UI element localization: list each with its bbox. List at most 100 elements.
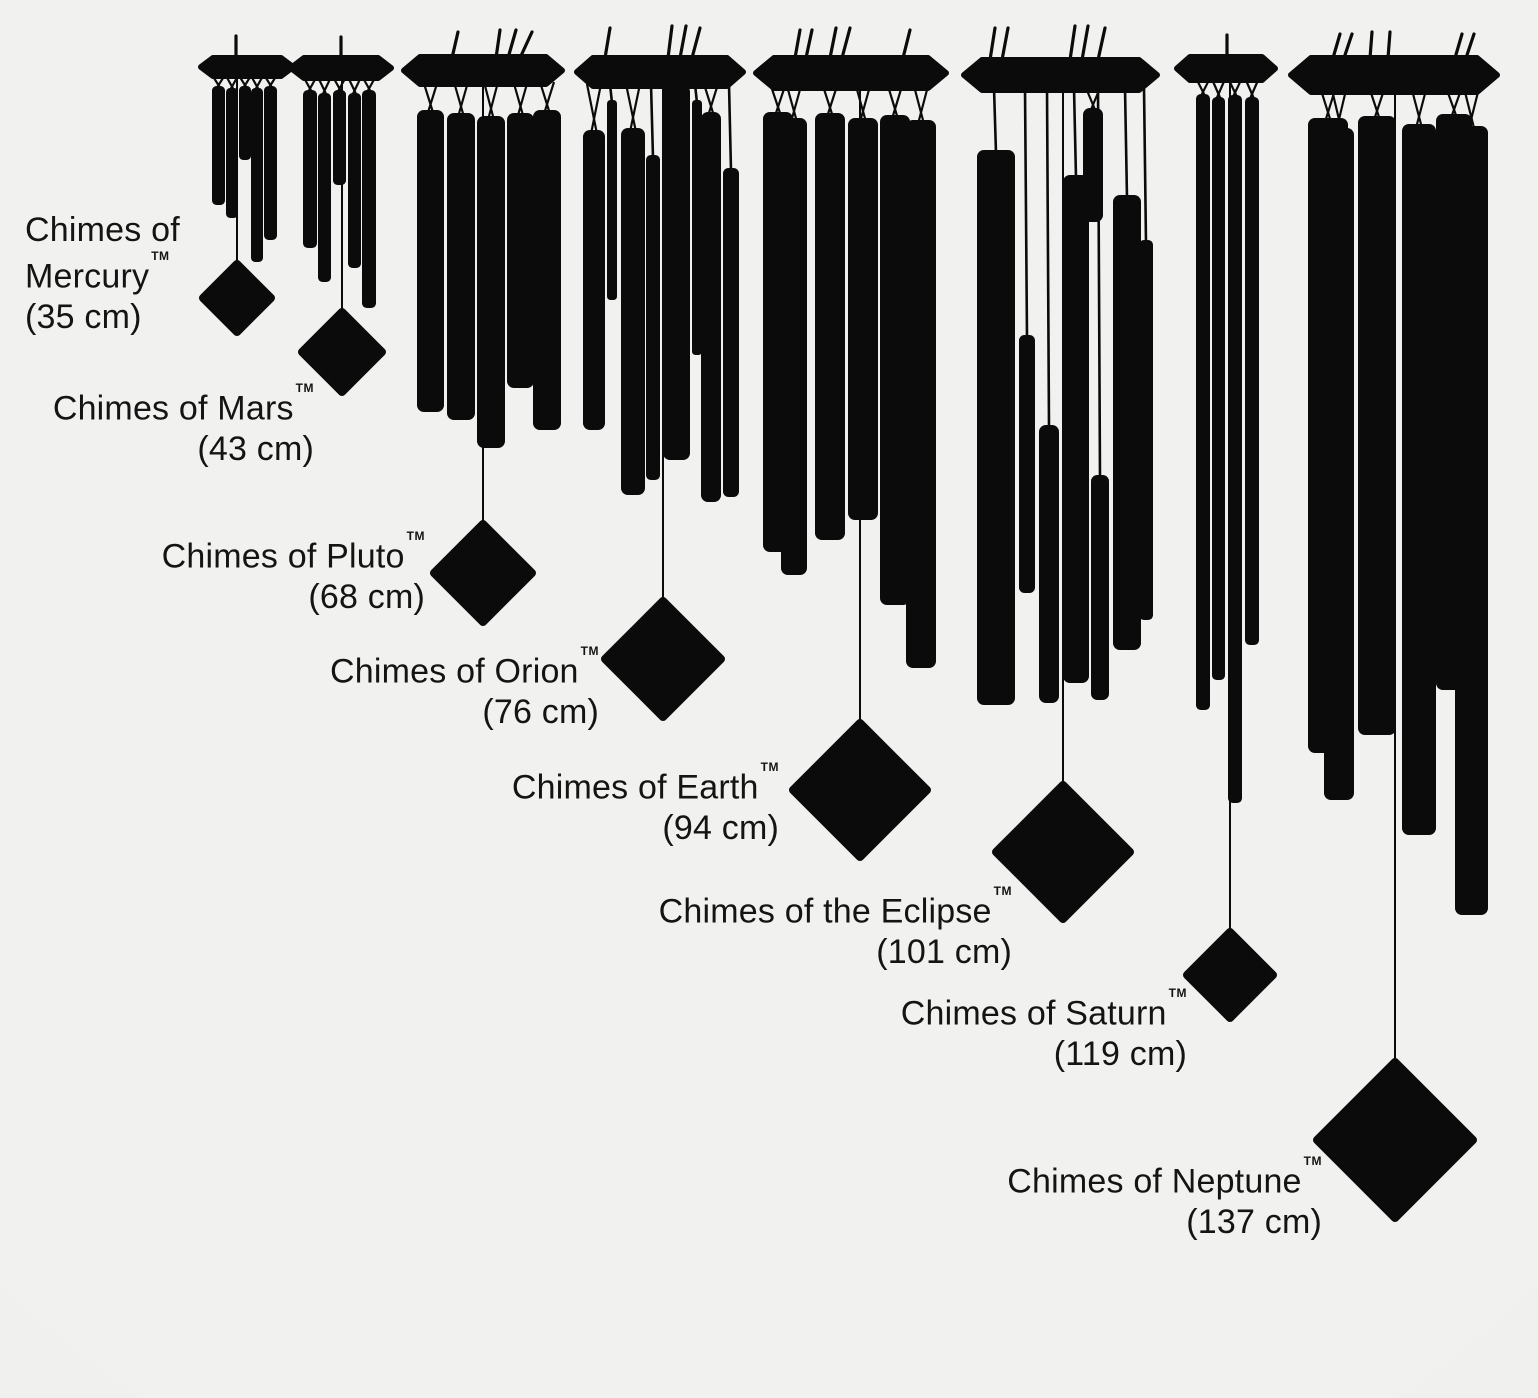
chime-name: Chimes of OrionTM — [330, 644, 599, 691]
chime-tube — [701, 112, 721, 502]
chime-tube — [477, 116, 505, 448]
chime-tube — [692, 100, 702, 355]
chime-tube — [447, 113, 475, 420]
chime-name: Chimes of EarthTM — [511, 760, 779, 807]
suspension-string — [452, 81, 466, 118]
chime-size: (68 cm) — [308, 578, 425, 617]
wind-catcher-diamond — [199, 260, 275, 336]
hanger-string — [1386, 30, 1392, 60]
wind-catcher-diamond — [992, 781, 1134, 923]
chime-tube — [239, 86, 251, 160]
suspension-string — [1023, 87, 1029, 339]
hanger-string — [603, 26, 612, 60]
chime-top-disc — [574, 55, 746, 89]
chime-name: Chimes of SaturnTM — [900, 986, 1187, 1033]
label-chimes-of-the-eclipse: Chimes of the EclipseTM (101 cm) — [658, 884, 1012, 973]
chime-tube — [880, 115, 910, 605]
chime-size: (94 cm) — [662, 809, 779, 848]
chime-tube — [621, 128, 645, 495]
chime-tube — [417, 110, 444, 412]
chime-size: (119 cm) — [1053, 1035, 1187, 1074]
chime-tube — [318, 93, 331, 282]
chime-size: (43 cm) — [197, 430, 314, 469]
suspension-string — [589, 83, 603, 135]
suspension-string — [1445, 89, 1459, 119]
hanger-string — [494, 28, 502, 60]
suspension-string — [1372, 89, 1386, 121]
hanger-string — [678, 24, 688, 60]
chime-tube — [977, 150, 1015, 705]
label-chimes-of-mercury: Chimes of MercuryTM (35 cm) — [25, 210, 203, 338]
chime-tube — [1402, 124, 1436, 835]
suspension-string — [649, 83, 655, 159]
chime-tube — [1245, 97, 1259, 645]
suspension-string — [916, 85, 930, 125]
chime-tube — [607, 100, 617, 300]
trademark-symbol: TM — [1168, 986, 1187, 1000]
chime-name: Chimes of Mercury — [25, 211, 180, 296]
suspension-string — [1449, 89, 1463, 119]
trademark-symbol: TM — [993, 884, 1012, 898]
chime-top-disc — [961, 57, 1160, 93]
chime-tube — [362, 90, 376, 308]
chime-top-disc — [288, 55, 394, 81]
hanger-string — [1453, 32, 1464, 60]
hanger-string — [518, 30, 534, 60]
chime-name: Chimes of NeptuneTM — [1007, 1154, 1322, 1201]
chime-tube — [663, 85, 690, 460]
chime-tube — [303, 90, 317, 248]
hanger-string — [1068, 24, 1077, 62]
chime-tube — [212, 86, 225, 205]
chime-tube — [723, 168, 739, 497]
suspension-string — [456, 81, 470, 118]
suspension-string — [858, 85, 872, 123]
hanger-string — [506, 28, 518, 60]
chime-tube — [1039, 425, 1059, 703]
chime-tube — [1083, 108, 1103, 222]
suspension-string — [628, 83, 642, 133]
suspension-string — [422, 81, 435, 115]
chime-top-disc — [401, 54, 565, 87]
chime-tube — [1324, 128, 1354, 800]
hanger-string — [1000, 26, 1010, 62]
chime-size: (137 cm) — [1186, 1203, 1322, 1242]
suspension-string — [706, 83, 720, 117]
suspension-string — [1368, 89, 1382, 121]
chime-silhouette-pluto — [401, 28, 565, 626]
wind-catcher-diamond — [1183, 928, 1277, 1022]
hanger-string — [690, 26, 702, 60]
chime-tube — [848, 118, 878, 520]
label-chimes-of-orion: Chimes of OrionTM (76 cm) — [330, 644, 599, 733]
suspension-string — [1410, 89, 1424, 129]
chime-tube — [1196, 94, 1210, 710]
chime-tube — [264, 86, 277, 240]
chime-tube — [815, 113, 845, 540]
suspension-string — [1142, 87, 1148, 244]
hanger-string — [901, 28, 912, 60]
label-chimes-of-pluto: Chimes of PlutoTM (68 cm) — [161, 529, 425, 618]
chime-tube — [1063, 175, 1089, 683]
suspension-string — [1045, 87, 1051, 429]
suspension-string — [1463, 89, 1476, 131]
chime-tube — [583, 130, 605, 430]
hanger-string — [1368, 30, 1374, 60]
chime-tube — [533, 110, 561, 430]
suspension-string — [886, 85, 900, 120]
chime-name: Chimes of PlutoTM — [161, 529, 425, 576]
suspension-string — [890, 85, 904, 120]
chime-tube — [333, 90, 346, 185]
chime-top-disc — [1288, 55, 1500, 95]
chime-top-disc — [198, 55, 296, 79]
chime-silhouette-mars — [288, 35, 394, 396]
suspension-string — [486, 81, 500, 121]
chime-name: Chimes of the EclipseTM — [658, 884, 1012, 931]
hanger-string — [804, 28, 814, 60]
chime-tube — [1212, 97, 1225, 680]
suspension-string — [727, 83, 733, 172]
suspension-string — [516, 81, 529, 118]
chime-tube — [646, 155, 660, 480]
suspension-string — [825, 85, 839, 118]
suspension-string — [702, 83, 716, 117]
